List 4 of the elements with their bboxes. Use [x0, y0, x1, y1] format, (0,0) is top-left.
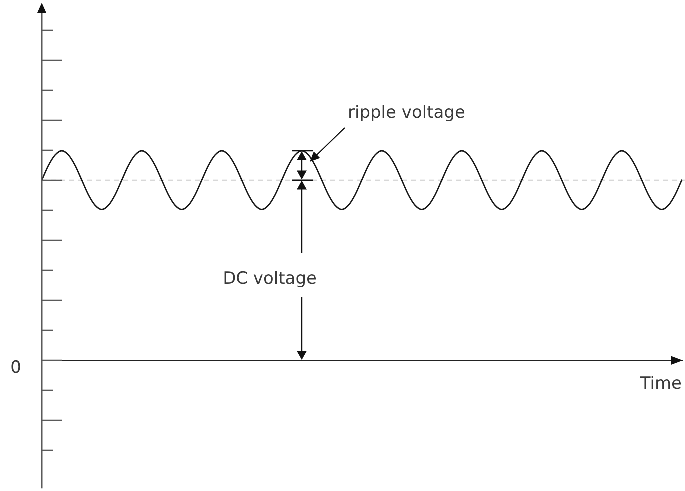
text: 0: [10, 358, 22, 378]
text: ripple voltage: [348, 103, 466, 123]
annotation: DC voltage: [223, 268, 317, 289]
x-axis-title: Time: [639, 374, 682, 394]
